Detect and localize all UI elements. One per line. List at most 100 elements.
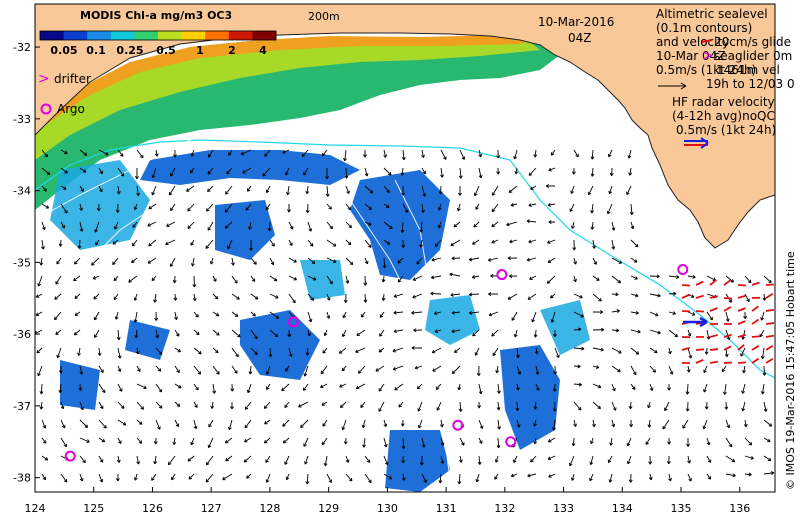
velocity-arrowhead — [545, 184, 550, 188]
velocity-arrowhead — [422, 193, 427, 197]
velocity-arrowhead — [458, 175, 463, 179]
velocity-arrow — [79, 167, 87, 173]
velocity-arrowhead — [478, 390, 483, 395]
velocity-arrowhead — [580, 314, 584, 318]
velocity-arrow — [60, 401, 64, 409]
velocity-arrowhead — [477, 461, 482, 465]
velocity-arrowhead — [116, 336, 121, 341]
velocity-arrowhead — [42, 476, 46, 481]
velocity-arrowhead — [707, 459, 712, 463]
velocity-arrowhead — [45, 205, 50, 209]
velocity-arrowhead — [667, 441, 672, 445]
velocity-arrow — [56, 257, 62, 265]
velocity-arrowhead — [647, 404, 651, 409]
hf-radar-arrow — [765, 322, 775, 325]
velocity-arrow — [378, 383, 385, 392]
velocity-arrow — [40, 257, 43, 266]
velocity-arrow — [264, 419, 271, 425]
velocity-arrow — [192, 257, 195, 267]
velocity-arrow — [300, 419, 309, 428]
colorbar — [39, 30, 277, 41]
velocity-arrowhead — [630, 225, 635, 230]
velocity-arrowhead — [530, 186, 534, 190]
velocity-arrowhead — [657, 293, 661, 298]
velocity-arrowhead — [122, 421, 127, 426]
velocity-arrowhead — [616, 309, 620, 313]
velocity-arrowhead — [131, 259, 135, 264]
velocity-arrowhead — [151, 277, 156, 282]
velocity-arrow — [174, 401, 181, 407]
velocity-arrowhead — [458, 192, 462, 196]
velocity-arrow — [508, 185, 518, 193]
velocity-arrow — [687, 329, 691, 337]
velocity-arrowhead — [369, 190, 374, 194]
velocity-arrowhead — [153, 460, 158, 465]
velocity-arrow — [92, 275, 100, 280]
velocity-arrow — [744, 473, 752, 476]
velocity-arrow — [668, 275, 680, 278]
velocity-arrow — [212, 329, 220, 336]
velocity-arrowhead — [383, 444, 388, 448]
y-tick-label: -36 — [13, 328, 31, 341]
velocity-arrowhead — [533, 423, 537, 427]
velocity-arrowhead — [649, 387, 654, 391]
velocity-arrowhead — [343, 157, 347, 162]
velocity-arrow — [478, 149, 482, 158]
velocity-arrow — [326, 311, 330, 319]
velocity-arrowhead — [368, 479, 372, 484]
velocity-arrow — [548, 437, 556, 443]
velocity-arrow — [759, 329, 765, 337]
velocity-arrowhead — [412, 294, 416, 299]
velocity-arrow — [630, 293, 639, 297]
velocity-arrow — [630, 203, 633, 215]
velocity-arrowhead — [61, 225, 65, 229]
velocity-arrow — [155, 383, 163, 393]
velocity-arrow — [266, 365, 271, 375]
velocity-arrowhead — [401, 244, 406, 248]
velocity-arrowhead — [510, 203, 515, 207]
glider-arrow — [701, 39, 713, 43]
velocity-arrow — [668, 311, 676, 315]
velocity-arrowhead — [63, 443, 67, 448]
velocity-arrow — [629, 401, 632, 409]
velocity-arrowhead — [344, 175, 349, 179]
velocity-arrowhead — [590, 210, 595, 214]
velocity-arrow — [41, 167, 51, 175]
velocity-arrow — [41, 419, 46, 429]
hf-radar-arrow — [765, 292, 774, 299]
velocity-arrowhead — [748, 472, 752, 477]
velocity-arrowhead — [63, 479, 68, 483]
velocity-arrowhead — [451, 329, 455, 334]
colorbar-tick-label: 0.25 — [116, 44, 143, 57]
velocity-arrowhead — [400, 229, 405, 233]
velocity-arrowhead — [687, 460, 691, 464]
velocity-arrow — [193, 383, 199, 391]
velocity-arrowhead — [469, 292, 473, 297]
velocity-arrowhead — [741, 336, 746, 340]
velocity-arrow — [570, 185, 575, 194]
velocity-arrowhead — [382, 265, 387, 269]
velocity-arrow — [306, 473, 309, 485]
velocity-arrowhead — [417, 424, 422, 429]
velocity-arrow — [94, 329, 100, 338]
velocity-arrow — [231, 329, 241, 338]
velocity-arrowhead — [285, 368, 289, 372]
velocity-arrowhead — [113, 277, 118, 282]
velocity-arrow — [762, 383, 765, 395]
velocity-arrowhead — [253, 261, 257, 265]
velocity-arrowhead — [597, 384, 602, 389]
velocity-arrow — [459, 455, 462, 463]
velocity-arrowhead — [266, 386, 270, 390]
colorbar-swatch — [134, 31, 159, 40]
velocity-arrowhead — [41, 246, 45, 250]
velocity-arrow — [79, 203, 83, 211]
velocity-arrowhead — [724, 406, 729, 410]
velocity-arrowhead — [596, 277, 600, 281]
velocity-arrow — [190, 239, 195, 246]
velocity-arrow — [284, 401, 290, 408]
velocity-arrow — [629, 167, 632, 176]
velocity-arrowhead — [490, 273, 494, 278]
velocity-arrow — [703, 419, 708, 429]
velocity-arrowhead — [578, 382, 582, 387]
